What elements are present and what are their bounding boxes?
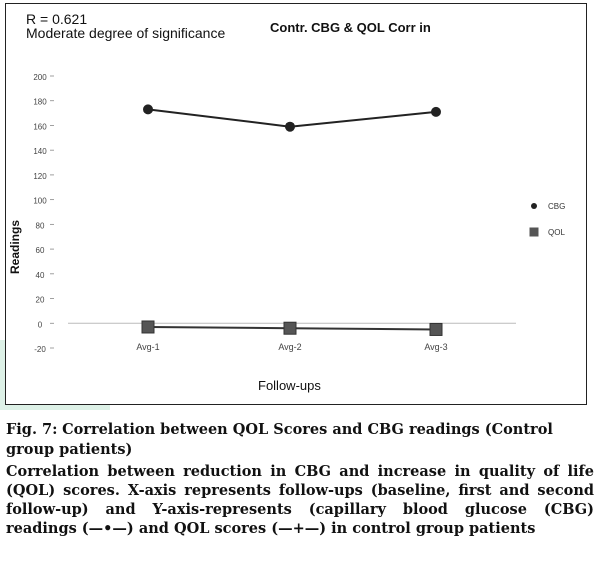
- x-tick-label: Avg-3: [424, 342, 447, 352]
- y-tick-label: 200: [33, 73, 47, 82]
- correlation-annotation: R = 0.621 Moderate degree of significanc…: [26, 12, 225, 40]
- data-point-qol: [429, 322, 443, 336]
- y-tick-label: 80: [36, 221, 45, 230]
- y-tick-label: 180: [33, 98, 47, 107]
- y-tick-label: 0: [38, 320, 43, 329]
- x-tick-label: Avg-2: [278, 342, 301, 352]
- data-point-qol: [141, 320, 155, 334]
- y-tick-label: 160: [33, 122, 47, 131]
- y-tick-label: 60: [36, 246, 45, 255]
- y-tick-label: 120: [33, 172, 47, 181]
- y-tick-label: -20: [34, 345, 46, 354]
- figure-caption: Fig. 7: Correlation between QOL Scores a…: [6, 420, 594, 538]
- y-tick-label: 140: [33, 147, 47, 156]
- caption-title-text: Correlation between QOL Scores and CBG r…: [6, 421, 553, 458]
- legend-label-qol: QOL: [548, 228, 565, 237]
- caption-body: Correlation between reduction in CBG and…: [6, 463, 594, 537]
- legend-marker-cbg: [531, 203, 537, 209]
- y-tick-label: 20: [36, 296, 45, 305]
- x-tick-label: Avg-1: [136, 342, 159, 352]
- data-point-qol: [283, 321, 297, 335]
- data-point-cbg: [143, 104, 153, 115]
- x-axis-label: Follow-ups: [258, 378, 321, 393]
- caption-title: Fig. 7: Correlation between QOL Scores a…: [6, 420, 594, 460]
- line-chart: -20 0 20 40 60 80 100 120 140 160 180 200 Avg-1 Avg-2…: [33, 73, 565, 354]
- data-point-cbg: [431, 106, 441, 117]
- legend-marker-qol: [529, 227, 539, 237]
- legend-label-cbg: CBG: [548, 202, 565, 211]
- chart-title: Contr. CBG & QOL Corr in: [270, 20, 431, 35]
- y-tick-label: 40: [36, 271, 45, 280]
- y-axis-label: Readings: [8, 219, 22, 274]
- data-point-cbg: [285, 121, 295, 132]
- significance-text: Moderate degree of significance: [26, 25, 226, 41]
- y-tick-label: 100: [33, 197, 47, 206]
- r-value-text: R = 0.621: [26, 11, 88, 27]
- caption-label: Fig. 7:: [6, 421, 58, 438]
- figure-panel: -20 0 20 40 60 80 100 120 140 160 180 200 Avg-1 Avg-2…: [5, 3, 587, 405]
